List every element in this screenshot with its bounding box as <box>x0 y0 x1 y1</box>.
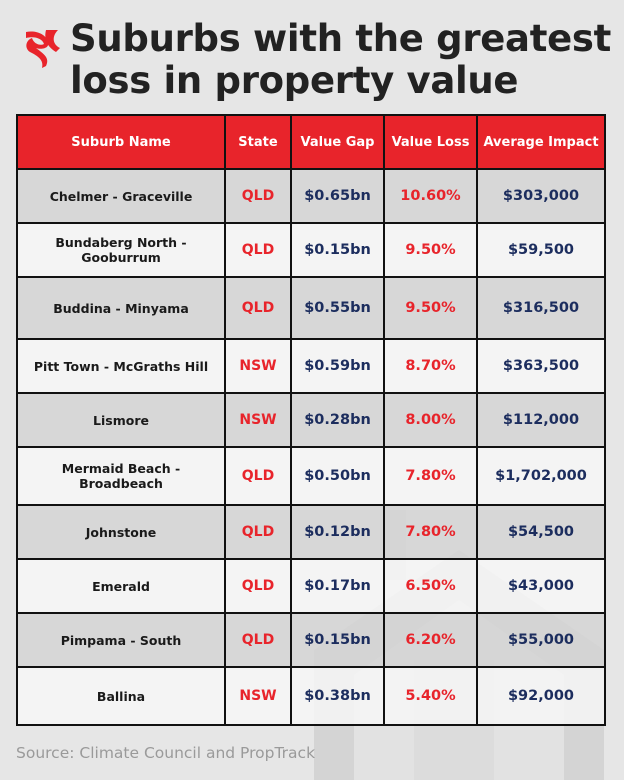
value-gap-cell: $0.28bn <box>290 392 385 448</box>
state-cell: QLD <box>224 446 292 506</box>
average-impact-cell: $43,000 <box>476 558 606 614</box>
state-cell: QLD <box>224 276 292 340</box>
value-loss-cell: 10.60% <box>383 168 478 224</box>
state-cell: NSW <box>224 392 292 448</box>
value-loss-cell: 7.80% <box>383 446 478 506</box>
column-header: Suburb Name <box>16 114 226 170</box>
value-gap-cell: $0.12bn <box>290 504 385 560</box>
average-impact-cell: $303,000 <box>476 168 606 224</box>
value-loss-cell: 9.50% <box>383 276 478 340</box>
value-gap-cell: $0.55bn <box>290 276 385 340</box>
table-row: Emerald QLD $0.17bn 6.50% $43,000 <box>16 558 606 614</box>
state-cell: NSW <box>224 338 292 394</box>
value-loss-cell: 6.50% <box>383 558 478 614</box>
table-body: Chelmer - Graceville QLD $0.65bn 10.60% $303… <box>16 168 606 726</box>
suburb-name-cell: Pitt Town - McGraths Hill <box>16 338 226 394</box>
column-header: State <box>224 114 292 170</box>
source-note: Source: Climate Council and PropTrack <box>16 744 316 762</box>
state-cell: QLD <box>224 168 292 224</box>
value-gap-cell: $0.15bn <box>290 612 385 668</box>
suburb-name-cell: Lismore <box>16 392 226 448</box>
suburb-name-cell: Chelmer - Graceville <box>16 168 226 224</box>
state-cell: NSW <box>224 666 292 726</box>
table-row: Lismore NSW $0.28bn 8.00% $112,000 <box>16 392 606 448</box>
table-row: Ballina NSW $0.38bn 5.40% $92,000 <box>16 666 606 726</box>
suburb-name-cell: Emerald <box>16 558 226 614</box>
state-cell: QLD <box>224 504 292 560</box>
suburb-name-cell: Bundaberg North - Gooburrum <box>16 222 226 278</box>
average-impact-cell: $55,000 <box>476 612 606 668</box>
average-impact-cell: $54,500 <box>476 504 606 560</box>
table-row: Chelmer - Graceville QLD $0.65bn 10.60% $303… <box>16 168 606 224</box>
table-header-row: Suburb Name State Value Gap Value Loss Avera… <box>16 114 606 170</box>
suburb-name-cell: Buddina - Minyama <box>16 276 226 340</box>
average-impact-cell: $59,500 <box>476 222 606 278</box>
value-gap-cell: $0.65bn <box>290 168 385 224</box>
data-table: Suburb Name State Value Gap Value Loss Avera… <box>16 114 606 726</box>
table-row: Pimpama - South QLD $0.15bn 6.20% $55,000 <box>16 612 606 668</box>
value-gap-cell: $0.38bn <box>290 666 385 726</box>
table-row: Johnstone QLD $0.12bn 7.80% $54,500 <box>16 504 606 560</box>
average-impact-cell: $112,000 <box>476 392 606 448</box>
value-loss-cell: 6.20% <box>383 612 478 668</box>
value-loss-cell: 9.50% <box>383 222 478 278</box>
table-row: Buddina - Minyama QLD $0.55bn 9.50% $316,500 <box>16 276 606 340</box>
average-impact-cell: $363,500 <box>476 338 606 394</box>
table-row: Pitt Town - McGraths Hill NSW $0.59bn 8.70%… <box>16 338 606 394</box>
page-title: Suburbs with the greatest loss in proper… <box>70 17 612 102</box>
header: Suburbs with the greatest loss in proper… <box>18 18 618 110</box>
average-impact-cell: $92,000 <box>476 666 606 726</box>
value-gap-cell: $0.50bn <box>290 446 385 506</box>
value-gap-cell: $0.59bn <box>290 338 385 394</box>
value-loss-cell: 8.00% <box>383 392 478 448</box>
state-cell: QLD <box>224 222 292 278</box>
value-loss-cell: 5.40% <box>383 666 478 726</box>
value-gap-cell: $0.15bn <box>290 222 385 278</box>
column-header: Average Impact <box>476 114 606 170</box>
table-row: Bundaberg North - Gooburrum QLD $0.15bn 9.5… <box>16 222 606 278</box>
column-header: Value Gap <box>290 114 385 170</box>
state-cell: QLD <box>224 558 292 614</box>
column-header: Value Loss <box>383 114 478 170</box>
value-loss-cell: 8.70% <box>383 338 478 394</box>
table-row: Mermaid Beach - Broadbeach QLD $0.50bn 7.80… <box>16 446 606 506</box>
value-gap-cell: $0.17bn <box>290 558 385 614</box>
average-impact-cell: $1,702,000 <box>476 446 606 506</box>
suburb-name-cell: Mermaid Beach - Broadbeach <box>16 446 226 506</box>
suburb-name-cell: Pimpama - South <box>16 612 226 668</box>
suburb-name-cell: Johnstone <box>16 504 226 560</box>
sbs-logo-icon <box>26 30 60 68</box>
average-impact-cell: $316,500 <box>476 276 606 340</box>
value-loss-cell: 7.80% <box>383 504 478 560</box>
state-cell: QLD <box>224 612 292 668</box>
suburb-name-cell: Ballina <box>16 666 226 726</box>
